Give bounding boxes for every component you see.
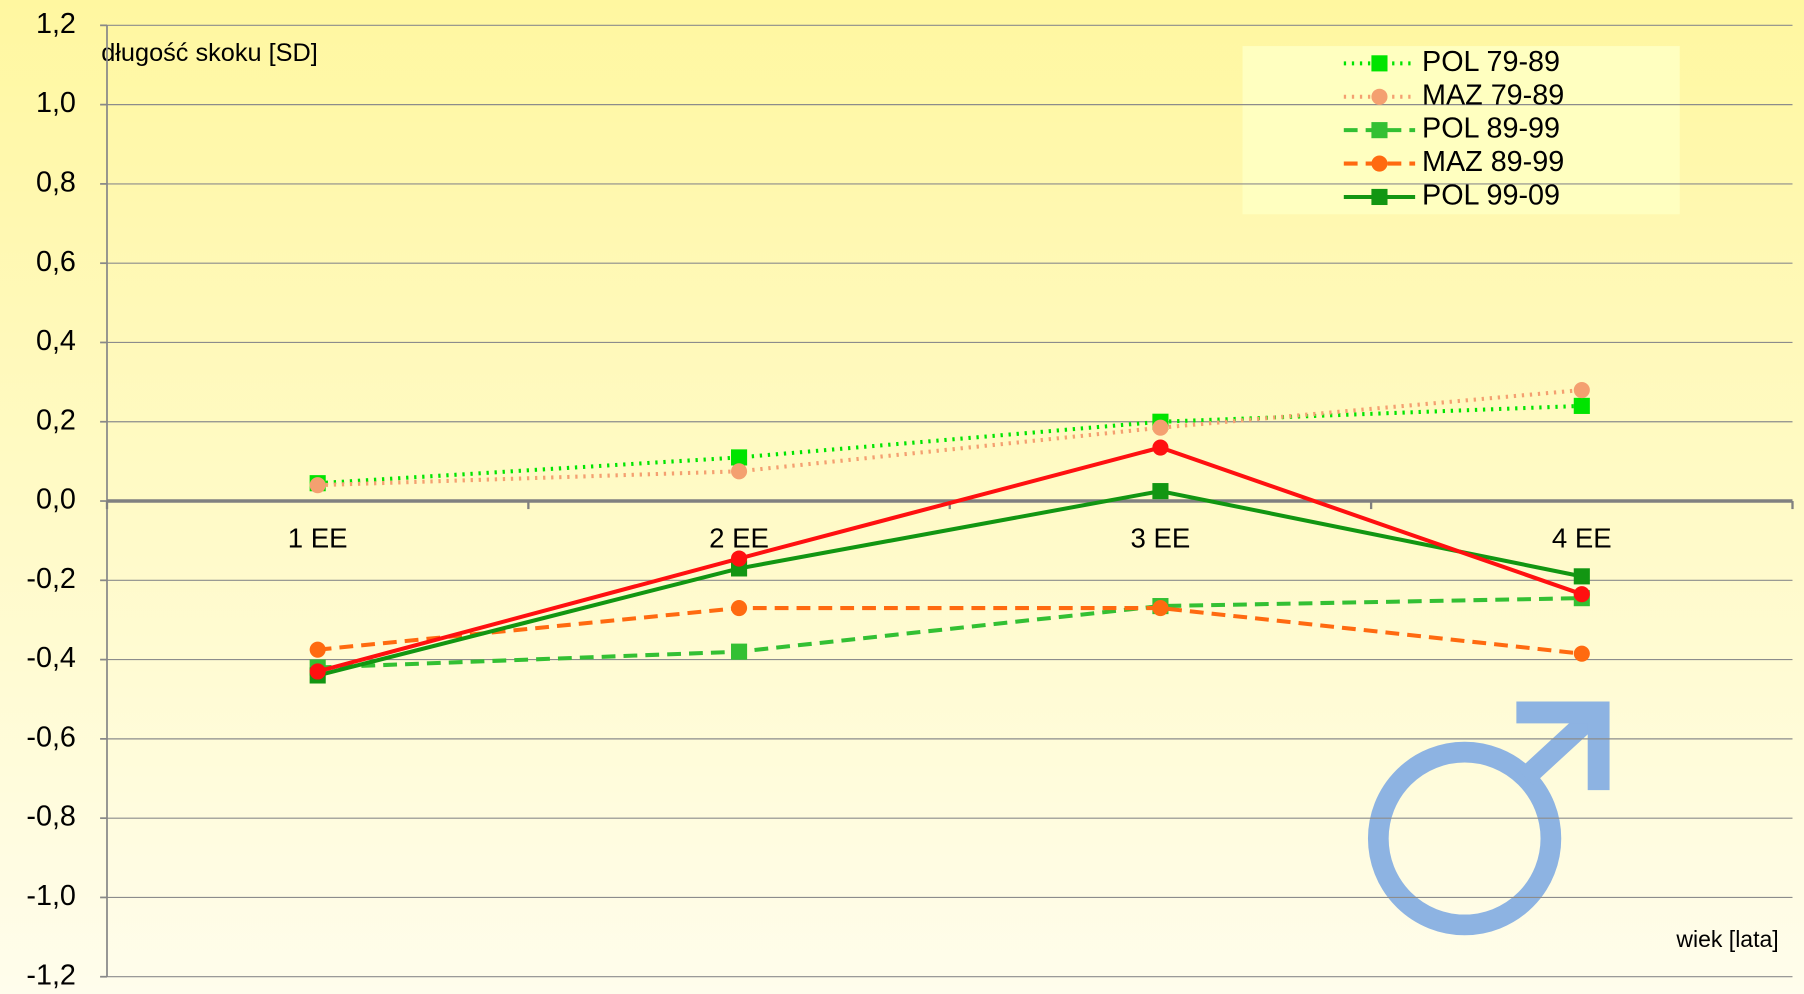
marker: [1152, 439, 1169, 456]
legend-entry: POL 99-09: [1343, 180, 1560, 212]
series-line: [317, 606, 1583, 656]
y-tick-label: -1,2: [26, 959, 76, 991]
marker: [1371, 88, 1388, 105]
marker: [1371, 155, 1388, 172]
marker: [309, 477, 326, 494]
x-tick-label: 1 EE: [288, 522, 348, 553]
legend-entry: MAZ 79-89: [1343, 79, 1564, 111]
marker: [1152, 483, 1169, 500]
y-tick-label: 1,0: [36, 87, 76, 119]
legend-entry: MAZ 89-99: [1343, 146, 1564, 178]
legend-entry: POL 79-89: [1343, 46, 1560, 78]
y-tick-label: -0,8: [26, 801, 76, 833]
marker: [1573, 645, 1590, 662]
legend-label: MAZ 79-89: [1422, 79, 1564, 111]
marker: [731, 643, 748, 660]
series-line: [317, 403, 1582, 486]
marker: [1573, 586, 1590, 603]
marker: [731, 599, 748, 617]
series: [309, 439, 1590, 680]
y-tick-label: 0,0: [36, 484, 76, 516]
marker: [1573, 568, 1590, 585]
legend-label: MAZ 89-99: [1422, 146, 1564, 178]
series: [309, 381, 1590, 494]
marker: [1371, 188, 1388, 206]
male-arrow-head: [1516, 701, 1610, 791]
legend-label: POL 89-99: [1422, 113, 1560, 145]
y-tick-label: 0,4: [36, 325, 76, 357]
male-symbol: [1367, 701, 1610, 936]
marker: [309, 663, 326, 680]
y-tick-label: -1,0: [26, 880, 76, 912]
x-tick-label: 2 EE: [709, 522, 769, 553]
y-tick-label: 0,2: [36, 404, 76, 436]
series: [309, 599, 1590, 662]
legend-box: [1242, 46, 1680, 215]
marker: [731, 463, 748, 480]
y-tick-label: 0,6: [36, 246, 76, 278]
y-tick-label: 1,2: [36, 8, 76, 40]
y-tick-label: -0,6: [26, 721, 76, 753]
x-axis-label: wiek [lata]: [1675, 926, 1778, 952]
legend-label: POL 99-09: [1422, 180, 1560, 212]
y-axis-label: długość skoku [SD]: [101, 39, 318, 67]
series-line: [317, 596, 1582, 670]
marker: [731, 449, 748, 466]
series-line: [317, 388, 1582, 488]
y-tick-label: 0,8: [36, 166, 76, 198]
marker: [1152, 419, 1169, 436]
series-line: [317, 445, 1583, 674]
marker: [309, 641, 326, 658]
male-circle: [1367, 741, 1562, 936]
marker: [1573, 397, 1590, 414]
x-tick-label: 3 EE: [1131, 522, 1191, 553]
y-tick-label: -0,4: [26, 642, 76, 674]
marker: [731, 550, 748, 567]
marker: [1152, 599, 1169, 617]
y-tick-label: -0,2: [26, 563, 76, 595]
x-tick-label: 4 EE: [1552, 522, 1612, 553]
series-line: [317, 489, 1583, 678]
legend-label: POL 79-89: [1422, 46, 1560, 78]
marker: [1573, 381, 1590, 399]
marker: [1371, 122, 1388, 139]
marker: [1371, 55, 1388, 72]
legend-entry: POL 89-99: [1343, 113, 1560, 145]
